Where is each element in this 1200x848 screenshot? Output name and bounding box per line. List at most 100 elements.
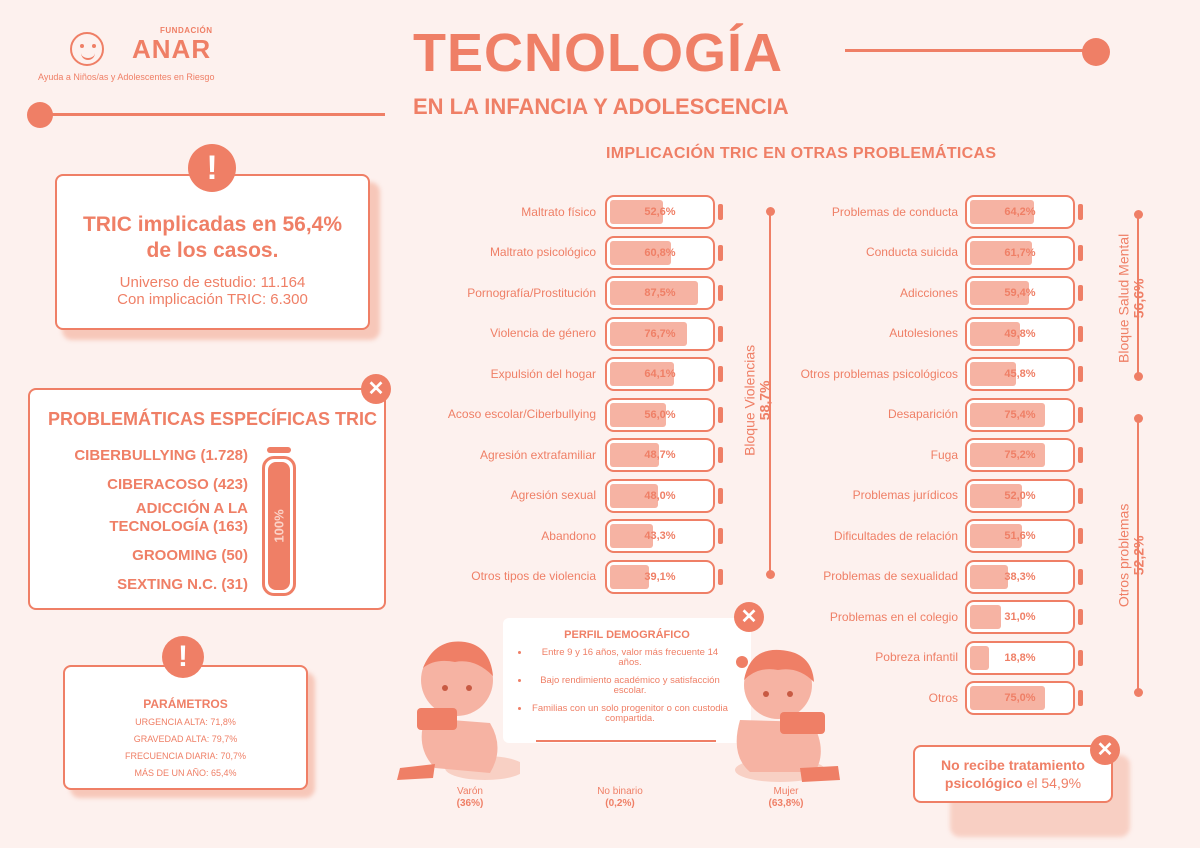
bar-frame: 75,2% <box>965 438 1075 472</box>
bar-fill <box>610 321 687 346</box>
tric-headline: TRIC implicadas en 56,4% de los casos. <box>60 212 365 265</box>
bar-value: 60,8% <box>644 246 676 259</box>
bar-cap <box>1078 447 1083 463</box>
bar-value: 52,6% <box>644 206 676 218</box>
female-value: (63,8%) <box>768 798 804 809</box>
section-title: IMPLICACIÓN TRIC EN OTRAS PROBLEMÁTICAS <box>606 145 997 162</box>
decor-dot-right <box>1082 38 1110 66</box>
bar-fill <box>970 362 1016 386</box>
male-caption: Varón (36%) <box>440 786 500 810</box>
girl-illustration <box>735 649 840 782</box>
bar-frame: 52,6% <box>605 195 715 229</box>
bar-label: Agresión extrafamiliar <box>479 447 596 462</box>
bar-cap <box>1078 366 1083 382</box>
demographic-bullet: Entre 9 y 16 años, valor más frecuente 1… <box>530 648 730 668</box>
bar-label: Pornografía/Prostitución <box>467 285 596 300</box>
bar-cap <box>1078 568 1083 585</box>
demographic-list: Entre 9 y 16 años, valor más frecuente 1… <box>530 648 730 732</box>
decor-dot-left <box>27 102 53 128</box>
block-salud-mental-label: Bloque Salud Mental 56,6% <box>1115 228 1148 368</box>
bar-label: Agresión sexual <box>510 488 596 503</box>
male-value: (36%) <box>456 798 484 809</box>
bar-cap <box>1078 528 1083 544</box>
bracket-line <box>769 214 771 574</box>
specific-problems-list: CIBERBULLYING (1.728) CIBERACOSO (423) A… <box>60 445 248 600</box>
tric-headline-line1: TRIC implicadas en 56,4% <box>82 213 343 236</box>
bracket-dot <box>766 570 775 579</box>
bar-value: 48,7% <box>644 449 676 461</box>
bar-value: 48,0% <box>644 489 676 502</box>
bar-frame: 51,6% <box>965 519 1075 553</box>
bar-value: 45,8% <box>1004 368 1036 380</box>
bar-fill <box>970 483 1022 508</box>
tric-headline-line2: de los casos. <box>146 239 279 263</box>
no-treatment-card <box>913 745 1113 803</box>
battery-gauge: 100% <box>262 456 296 596</box>
bar-cap <box>1078 649 1083 666</box>
specific-item: GROOMING (50) <box>132 547 248 564</box>
tric-card <box>55 174 370 330</box>
bar-frame: 48,0% <box>605 478 715 513</box>
bar-cap <box>718 325 723 342</box>
nonbinary-caption: No binario (0,2%) <box>585 786 655 810</box>
page-subtitle: EN LA INFANCIA Y ADOLESCENCIA <box>413 94 789 119</box>
bar-fill <box>970 281 1030 305</box>
bar-cap <box>1078 204 1083 220</box>
bar-frame: 39,1% <box>605 559 715 594</box>
bar-value: 43,3% <box>644 530 676 542</box>
specific-item: CIBERACOSO (423) <box>107 476 248 493</box>
bar-frame: 45,8% <box>965 357 1075 391</box>
bar-value: 51,6% <box>1004 530 1036 542</box>
bar-fill <box>610 564 650 589</box>
close-icon: ✕ <box>1090 735 1120 765</box>
bar-frame: 75,4% <box>965 397 1075 432</box>
bracket-line <box>1137 420 1139 692</box>
tric-universe: Universo de estudio: 11.164 <box>119 274 306 291</box>
block-otros-value: 52,2% <box>1131 535 1147 576</box>
no-treatment-bold: No recibe tratamiento psicológico <box>941 757 1085 791</box>
bracket-dot <box>1134 414 1143 423</box>
bar-label: Fuga <box>930 447 958 462</box>
boy-illustration <box>397 641 520 780</box>
bar-frame: 56,0% <box>605 397 715 432</box>
bar-fill <box>970 564 1009 589</box>
block-salud-mental-name: Bloque Salud Mental <box>1115 233 1132 363</box>
bar-value: 87,5% <box>644 287 676 299</box>
bracket-dot <box>766 207 775 216</box>
bar-label: Acoso escolar/Ciberbullying <box>447 407 596 422</box>
page-title: TECNOLOGÍA <box>413 23 783 83</box>
no-treatment-text: No recibe tratamiento psicológico el 54,… <box>913 757 1113 792</box>
specific-item: ADICCIÓN A LA <box>135 500 248 517</box>
specific-item: SEXTING N.C. (31) <box>117 576 248 593</box>
bar-cap <box>1078 690 1083 706</box>
bar-label: Maltrato psicológico <box>489 245 596 260</box>
bar-cap <box>718 568 723 585</box>
bar-fill <box>970 200 1035 224</box>
bar-fill <box>970 402 1046 427</box>
demographic-bullet: Bajo rendimiento académico y satisfacció… <box>530 675 730 696</box>
close-icon: ✕ <box>361 374 391 404</box>
bar-frame: 48,7% <box>605 438 715 472</box>
bar-value: 75,2% <box>1004 449 1036 461</box>
bar-frame: 64,2% <box>965 195 1075 229</box>
logo-smiley-icon <box>70 32 104 66</box>
bar-cap <box>718 204 723 220</box>
specific-problems-title: PROBLEMÁTICAS ESPECÍFICAS TRIC <box>48 409 378 429</box>
specific-problems-card <box>28 388 386 610</box>
bar-frame: 60,8% <box>605 235 715 270</box>
bracket-dot <box>1134 372 1143 381</box>
bar-frame: 49,8% <box>965 316 1075 351</box>
bar-cap <box>1078 487 1083 504</box>
bar-fill <box>610 483 658 508</box>
bar-cap <box>718 447 723 463</box>
bar-value: 49,8% <box>1004 327 1036 340</box>
bar-fill <box>610 362 675 386</box>
bar-label: Autolesiones <box>889 326 958 341</box>
bar-fill <box>970 443 1046 467</box>
bar-value: 39,1% <box>644 570 676 583</box>
bar-fill <box>970 524 1022 548</box>
bar-value: 59,4% <box>1004 287 1036 299</box>
bar-frame: 61,7% <box>965 235 1075 270</box>
male-label: Varón <box>457 786 483 797</box>
bar-frame: 38,3% <box>965 559 1075 594</box>
